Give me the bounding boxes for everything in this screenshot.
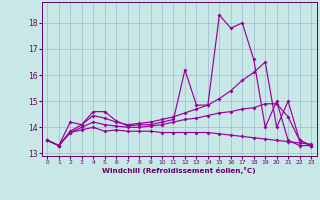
X-axis label: Windchill (Refroidissement éolien,°C): Windchill (Refroidissement éolien,°C) [102, 167, 256, 174]
